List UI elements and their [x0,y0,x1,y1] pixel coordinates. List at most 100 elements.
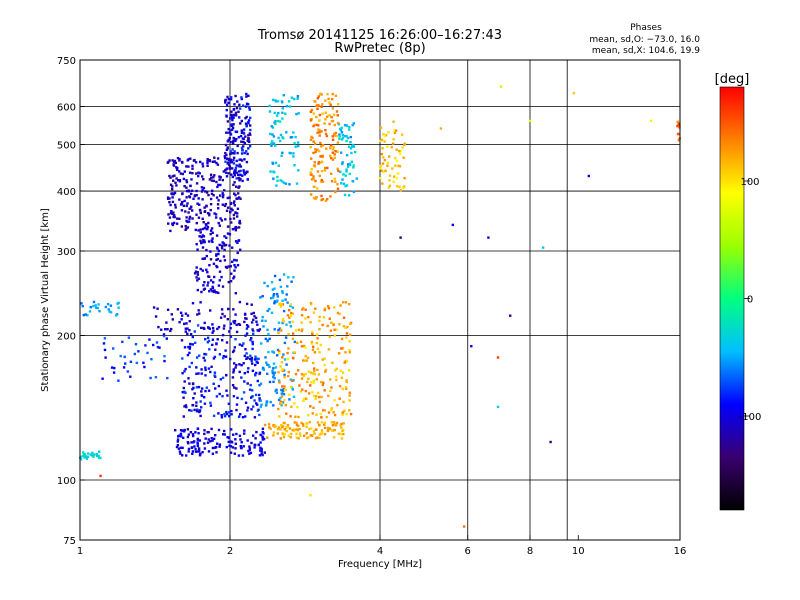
echo-point [206,212,210,215]
echo-point [323,389,326,392]
echo-point [343,361,346,364]
echo-point [175,445,179,449]
echo-point [233,258,236,262]
echo-point [182,396,185,399]
echo-point [309,193,313,196]
echo-point [199,301,202,304]
echo-point [216,257,219,261]
echo-point [330,144,333,147]
echo-point [238,434,242,437]
echo-point [81,305,84,308]
echo-point [188,347,191,350]
echo-point [186,226,190,229]
echo-point [215,451,218,454]
echo-point [229,357,232,361]
echo-point [324,129,327,132]
echo-point [194,228,197,232]
echo-point [339,369,342,373]
echo-point [188,207,191,210]
echo-point [135,361,138,365]
echo-point [295,421,298,424]
echo-point [256,361,259,364]
echo-point [323,122,326,125]
echo-point [211,343,214,347]
echo-point [344,386,348,389]
echo-point [106,302,110,306]
echo-point [185,227,188,230]
echo-point [204,368,207,372]
echo-point [352,122,355,125]
echo-point [676,132,680,136]
echo-point [175,177,178,180]
echo-point [173,191,177,195]
echo-point [352,143,355,147]
echo-point [235,177,238,180]
echo-point [279,305,283,308]
echo-point [203,402,207,405]
echo-point [179,172,183,175]
echo-point [310,168,313,171]
echo-point [253,443,256,446]
echo-point [196,443,199,446]
echo-point [182,415,185,418]
echo-point [221,395,224,398]
echo-point [195,276,198,279]
echo-point [314,150,317,154]
echo-point [226,120,230,123]
echo-point [353,150,357,154]
echo-point [345,379,348,382]
echo-point [210,179,214,182]
echo-point [240,159,244,162]
echo-point [273,274,277,278]
echo-point [262,432,265,435]
echo-point [285,323,288,326]
echo-point [392,180,395,184]
echo-point [343,409,346,412]
echo-point [235,408,238,412]
echo-point [287,347,290,350]
echo-point [273,300,276,303]
echo-point [247,367,250,370]
echo-point [304,317,307,320]
echo-point [173,215,176,219]
echo-point [211,452,215,455]
echo-point [272,367,275,370]
echo-point [170,210,173,213]
phase-legend-x: mean, sd,X: 104.6, 19.9 [592,46,700,56]
echo-point [193,330,196,333]
echo-point [196,437,199,441]
echo-point [250,359,253,363]
echo-point [321,180,325,183]
echo-point [232,142,235,145]
echo-point [224,349,227,352]
echo-point [254,363,257,367]
echo-point [335,375,338,378]
echo-point [191,452,194,455]
echo-point [334,131,338,135]
echo-point [317,391,320,395]
echo-point [223,429,226,433]
echo-point [271,296,275,299]
echo-point [310,434,314,437]
echo-point [312,345,315,348]
echo-point [261,436,265,439]
echo-point [274,425,277,428]
echo-point [171,200,175,204]
echo-point [302,424,305,427]
echo-point [237,110,240,113]
echo-point [196,288,199,292]
echo-point [330,321,333,324]
echo-point [275,300,278,304]
echo-point [239,122,242,125]
echo-point [324,199,328,202]
echo-point [152,343,155,347]
echo-point [101,377,104,380]
echo-point [207,389,211,392]
echo-point [227,127,230,131]
echo-point [317,104,320,107]
echo-point [186,314,190,317]
echo-point [332,436,336,439]
echo-point [265,404,268,407]
echo-point [282,137,285,140]
echo-point [263,451,266,454]
